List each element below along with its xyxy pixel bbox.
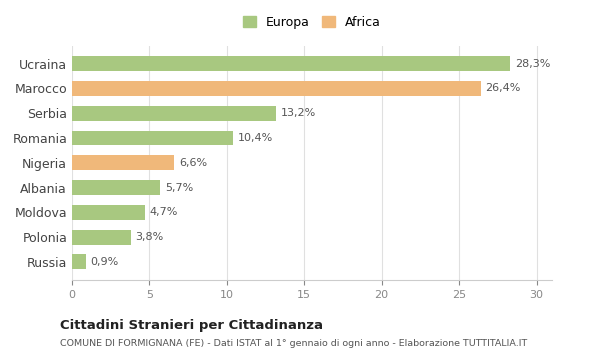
Text: 26,4%: 26,4% bbox=[485, 83, 521, 93]
Bar bbox=[72, 131, 233, 145]
Bar bbox=[72, 81, 481, 96]
Text: 10,4%: 10,4% bbox=[238, 133, 273, 143]
Text: 0,9%: 0,9% bbox=[91, 257, 119, 267]
Text: 6,6%: 6,6% bbox=[179, 158, 207, 168]
Text: COMUNE DI FORMIGNANA (FE) - Dati ISTAT al 1° gennaio di ogni anno - Elaborazione: COMUNE DI FORMIGNANA (FE) - Dati ISTAT a… bbox=[60, 340, 527, 349]
Text: 4,7%: 4,7% bbox=[149, 207, 178, 217]
Text: 5,7%: 5,7% bbox=[165, 183, 193, 193]
Bar bbox=[72, 180, 160, 195]
Bar bbox=[72, 106, 277, 121]
Legend: Europa, Africa: Europa, Africa bbox=[237, 9, 387, 35]
Bar bbox=[72, 230, 131, 245]
Bar bbox=[72, 155, 174, 170]
Text: Cittadini Stranieri per Cittadinanza: Cittadini Stranieri per Cittadinanza bbox=[60, 318, 323, 331]
Bar bbox=[72, 56, 510, 71]
Text: 28,3%: 28,3% bbox=[515, 58, 550, 69]
Bar bbox=[72, 205, 145, 220]
Text: 13,2%: 13,2% bbox=[281, 108, 316, 118]
Text: 3,8%: 3,8% bbox=[136, 232, 164, 242]
Bar bbox=[72, 254, 86, 270]
